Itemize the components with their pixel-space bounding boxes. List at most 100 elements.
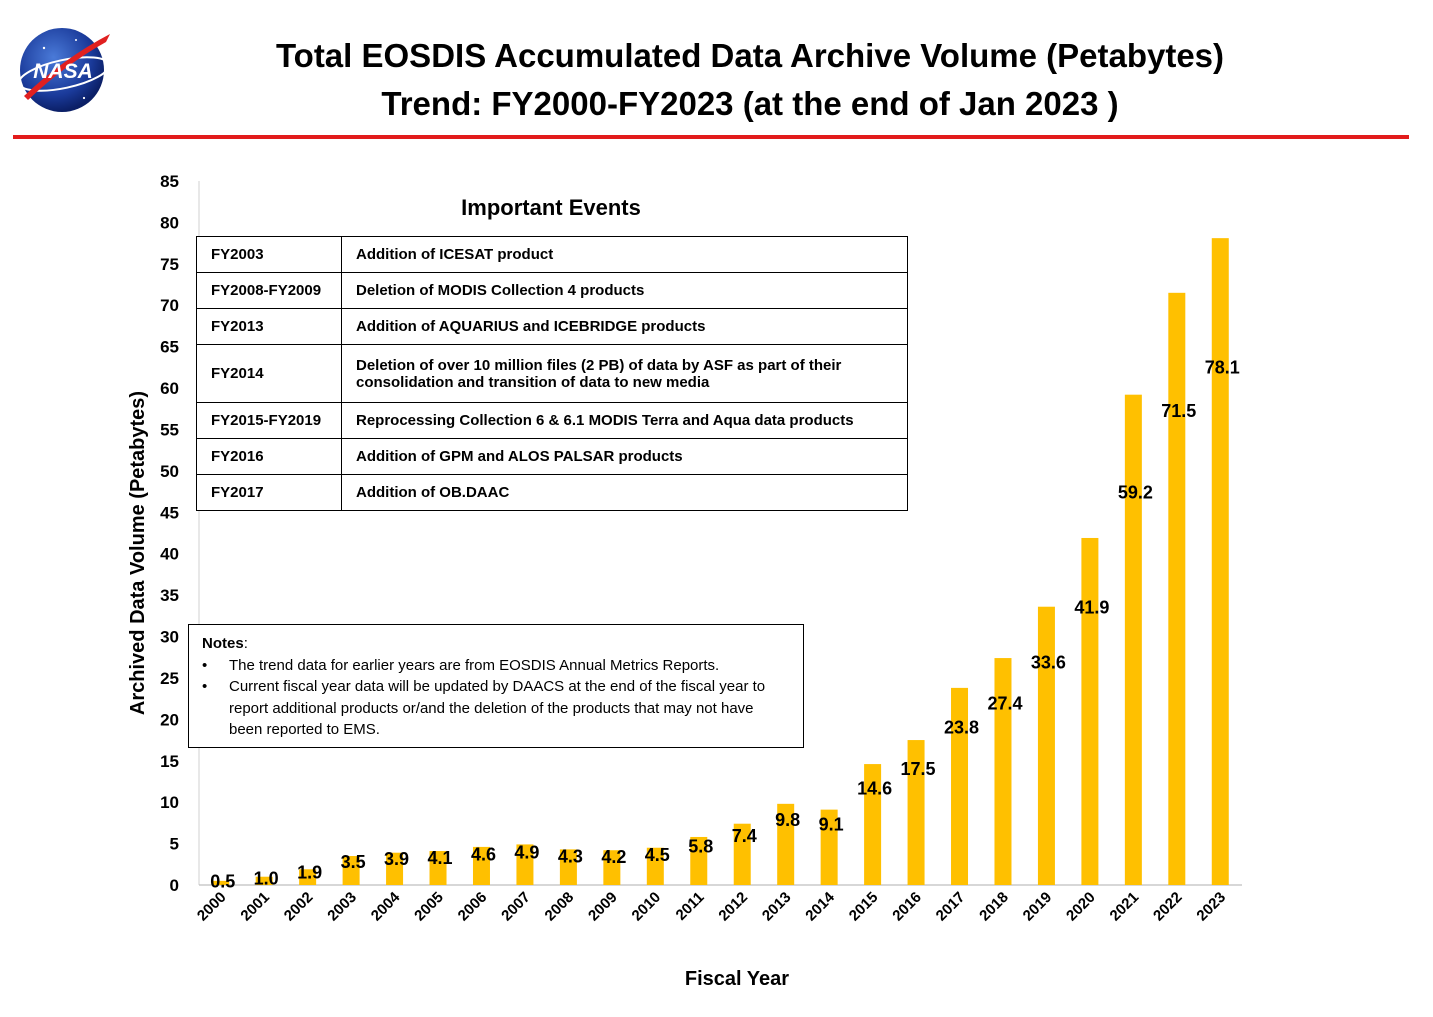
notes-title: Notes <box>202 635 244 652</box>
x-tick-label: 2005 <box>411 889 447 925</box>
bar <box>1124 394 1142 885</box>
x-tick-label: 2016 <box>889 889 925 925</box>
data-label: 0.5 <box>210 872 235 892</box>
event-description: Reprocessing Collection 6 & 6.1 MODIS Te… <box>341 402 908 439</box>
bar <box>212 880 230 885</box>
header-rule <box>13 135 1409 139</box>
bar <box>1037 606 1055 885</box>
event-year: FY2014 <box>196 344 342 403</box>
x-tick-label: 2007 <box>498 889 534 925</box>
event-description: Deletion of over 10 million files (2 PB)… <box>341 344 908 403</box>
event-description: Addition of ICESAT product <box>341 236 908 273</box>
logo-text: NASA <box>33 60 93 83</box>
y-tick-label: 60 <box>160 379 179 398</box>
note-item: Current fiscal year data will be updated… <box>202 676 789 741</box>
bar <box>864 764 882 885</box>
data-label: 4.6 <box>471 845 496 865</box>
x-tick-label: 2020 <box>1063 889 1099 925</box>
y-tick-label: 65 <box>160 338 179 357</box>
event-year: FY2016 <box>196 438 342 475</box>
event-row: FY2017 Addition of OB.DAAC <box>196 474 908 511</box>
y-tick-label: 10 <box>160 793 179 812</box>
event-description: Addition of OB.DAAC <box>341 474 908 511</box>
y-axis-label: Archived Data Volume (Petabytes) <box>127 391 149 715</box>
x-tick-label: 2019 <box>1020 889 1056 925</box>
data-label: 33.6 <box>1031 652 1066 672</box>
bar <box>646 847 664 885</box>
y-tick-label: 85 <box>160 172 179 191</box>
x-tick-label: 2022 <box>1150 889 1186 925</box>
event-row: FY2016 Addition of GPM and ALOS PALSAR pr… <box>196 438 908 475</box>
data-label: 59.2 <box>1118 483 1153 503</box>
x-tick-label: 2023 <box>1193 889 1229 925</box>
data-labels: 0.5 1.0 1.9 3.5 3.9 4.1 4.6 4.9 4.3 4.2 4.5 5.8 7.4 9… <box>210 358 1240 892</box>
y-tick-label: 25 <box>160 669 179 688</box>
data-label: 17.5 <box>901 759 936 779</box>
data-label: 78.1 <box>1205 358 1240 378</box>
data-label: 4.1 <box>428 848 453 868</box>
data-label: 4.9 <box>514 843 539 863</box>
data-label: 41.9 <box>1074 597 1109 617</box>
y-tick-label: 30 <box>160 628 179 647</box>
event-year: FY2008-FY2009 <box>196 272 342 309</box>
x-tick-label: 2017 <box>933 889 969 925</box>
title-line-2: Trend: FY2000-FY2023 (at the end of Jan … <box>381 85 1119 122</box>
data-label: 7.4 <box>732 826 757 846</box>
x-tick-label: 2000 <box>194 889 230 925</box>
event-description: Deletion of MODIS Collection 4 products <box>341 272 908 309</box>
bar <box>777 803 795 885</box>
x-tick-label: 2001 <box>237 889 273 925</box>
nasa-logo: NASA <box>17 28 111 112</box>
event-row: FY2013 Addition of AQUARIUS and ICEBRIDGE… <box>196 308 908 345</box>
y-tick-label: 50 <box>160 462 179 481</box>
event-year: FY2015-FY2019 <box>196 402 342 439</box>
data-label: 4.2 <box>601 847 626 867</box>
x-tick-label: 2009 <box>585 889 621 925</box>
x-tick-label: 2002 <box>281 889 317 925</box>
x-tick-label: 2003 <box>324 889 360 925</box>
y-tick-labels: 0 5 10 15 20 25 30 35 40 45 50 55 60 65 70 75 80 85 <box>160 172 179 895</box>
bar <box>733 823 751 885</box>
y-tick-label: 20 <box>160 710 179 729</box>
event-description: Addition of GPM and ALOS PALSAR products <box>341 438 908 475</box>
y-tick-label: 75 <box>160 255 179 274</box>
x-tick-label: 2013 <box>759 889 795 925</box>
bar <box>386 852 404 885</box>
x-tick-label: 2014 <box>802 888 838 924</box>
event-description: Addition of AQUARIUS and ICEBRIDGE produ… <box>341 308 908 345</box>
page-title: Total EOSDIS Accumulated Data Archive Vo… <box>130 32 1370 128</box>
data-label: 3.5 <box>341 852 366 872</box>
data-label: 71.5 <box>1161 401 1196 421</box>
y-tick-label: 15 <box>160 752 179 771</box>
data-label: 9.1 <box>819 815 844 835</box>
event-year: FY2013 <box>196 308 342 345</box>
event-year: FY2017 <box>196 474 342 511</box>
event-row: FY2015-FY2019 Reprocessing Collection 6 &… <box>196 402 908 439</box>
x-tick-label: 2008 <box>542 889 578 925</box>
bars <box>212 238 1229 885</box>
event-row: FY2003 Addition of ICESAT product <box>196 236 908 273</box>
data-label: 4.5 <box>645 845 670 865</box>
bar <box>299 869 317 885</box>
bar <box>255 876 273 885</box>
bar <box>907 740 925 885</box>
bar <box>994 658 1012 885</box>
y-tick-label: 70 <box>160 296 179 315</box>
data-label: 9.8 <box>775 810 800 830</box>
x-tick-label: 2018 <box>976 889 1012 925</box>
bar <box>429 851 447 885</box>
event-year: FY2003 <box>196 236 342 273</box>
events-title: Important Events <box>461 195 641 220</box>
bar <box>559 849 577 885</box>
bar <box>820 809 838 885</box>
data-label: 1.9 <box>297 862 322 882</box>
y-tick-label: 80 <box>160 213 179 232</box>
x-tick-label: 2012 <box>715 889 751 925</box>
data-label: 4.3 <box>558 847 583 867</box>
y-tick-label: 35 <box>160 586 179 605</box>
data-label: 3.9 <box>384 849 409 869</box>
y-tick-label: 45 <box>160 503 179 522</box>
x-tick-label: 2021 <box>1107 889 1143 925</box>
y-tick-label: 0 <box>170 876 179 895</box>
x-tick-label: 2015 <box>846 889 882 925</box>
